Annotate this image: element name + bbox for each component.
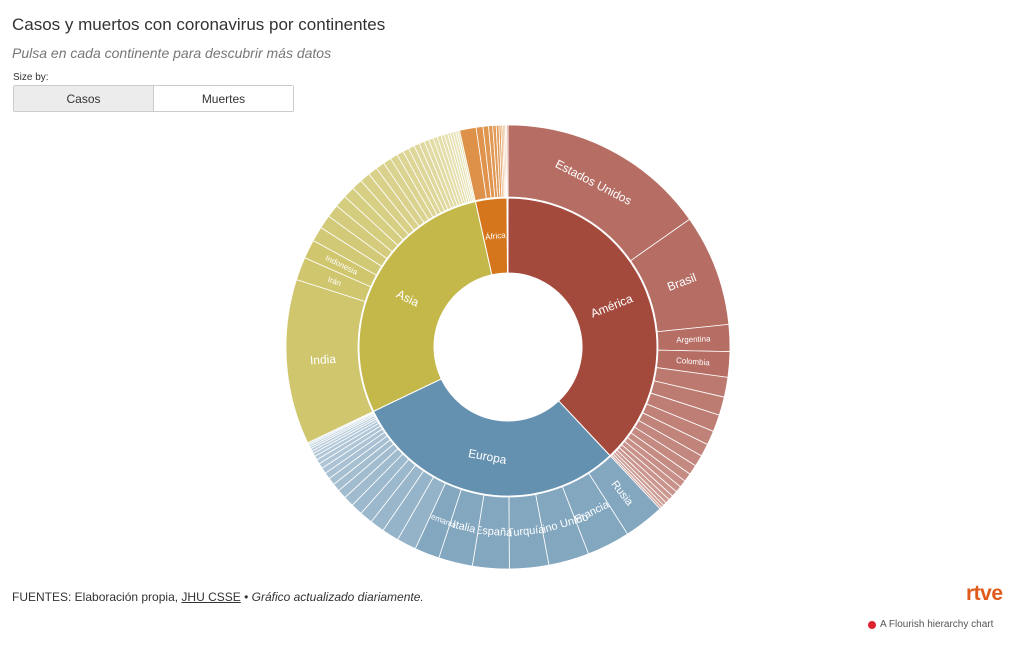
size-by-casos-button[interactable]: Casos bbox=[14, 86, 153, 111]
footer-note: Gráfico actualizado diariamente. bbox=[251, 590, 424, 604]
flourish-dot-icon bbox=[868, 620, 876, 629]
continent-segment-asia[interactable] bbox=[358, 200, 493, 412]
footer-separator: • bbox=[240, 590, 252, 604]
country-label-argentina: Argentina bbox=[676, 334, 711, 344]
country-label-turquia: Turquía bbox=[507, 524, 546, 540]
size-by-toggle: Casos Muertes bbox=[13, 85, 294, 112]
continent-segment-europa[interactable] bbox=[372, 378, 611, 497]
country-label-colombia: Colombia bbox=[676, 356, 711, 368]
flourish-credit-label: A Flourish hierarchy chart bbox=[880, 619, 994, 630]
country-segment[interactable] bbox=[506, 124, 509, 198]
country-label-espana: España bbox=[475, 525, 514, 540]
rtve-logo[interactable]: rtve bbox=[966, 582, 1003, 605]
country-label-italia: Italia bbox=[451, 519, 477, 536]
footer-prefix: FUENTES: Elaboración propia, bbox=[12, 590, 182, 604]
footer-sources: FUENTES: Elaboración propia, JHU CSSE • … bbox=[12, 590, 424, 604]
country-label-india: India bbox=[309, 352, 336, 368]
continent-segment-oceania[interactable] bbox=[506, 197, 509, 274]
continent-segment-america[interactable] bbox=[507, 197, 658, 457]
flourish-credit[interactable]: A Flourish hierarchy chart bbox=[868, 619, 993, 630]
source-link[interactable]: JHU CSSE bbox=[181, 590, 241, 604]
continent-label-africa: África bbox=[485, 231, 507, 242]
chart-subtitle: Pulsa en cada continente para descubrir … bbox=[12, 45, 332, 61]
size-by-label: Size by: bbox=[13, 72, 49, 83]
size-by-muertes-button[interactable]: Muertes bbox=[153, 86, 293, 111]
chart-title: Casos y muertos con coronavirus por cont… bbox=[12, 15, 386, 34]
